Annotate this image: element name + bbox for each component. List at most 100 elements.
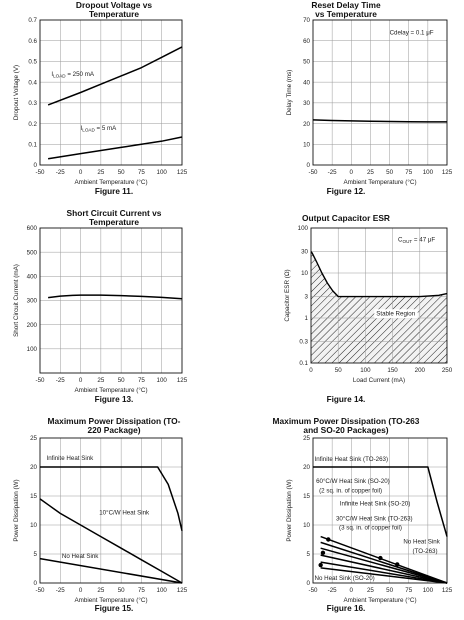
- x-tick-label: 75: [138, 587, 145, 594]
- y-tick-label: 60: [303, 38, 310, 45]
- x-tick-label: 125: [177, 587, 188, 594]
- annotation-label: No Heat Sink: [403, 539, 440, 546]
- y-axis-label: Power Dissipation (W): [286, 479, 293, 541]
- annotation-label: ILOAD = 5 mA: [81, 125, 118, 133]
- y-tick-label: 3: [305, 294, 309, 301]
- chart-svg: -50 -25 0 25 50 75 100 125 100 200 300 400 500 600 Amb…: [13, 225, 188, 394]
- series-line: [40, 466, 183, 531]
- annotation-label: No Heat Sink: [62, 553, 99, 560]
- y-tick-label: 0.3: [28, 100, 37, 107]
- x-axis-label: Ambient Temperature (°C): [343, 178, 416, 186]
- data-marker: [320, 550, 326, 556]
- y-tick-label: 1: [305, 315, 309, 322]
- plot-frame: [39, 19, 183, 166]
- x-tick-label: 100: [423, 169, 434, 176]
- figure-caption: Figure 11.: [94, 187, 134, 196]
- figure-12-panel: Reset Delay Time vs Temperature -50 -25 0 2…: [232, 0, 460, 200]
- annotation-label: Infinite Heat Sink (TO-263): [315, 456, 388, 463]
- x-tick-label: 50: [386, 587, 393, 594]
- chart-title: Dropout Voltage vs Temperature: [75, 0, 153, 19]
- annotation-label: 10°C/W Heat Sink: [99, 510, 150, 517]
- series-line: [310, 251, 448, 298]
- stable-region-fill: [311, 251, 447, 363]
- y-tick-label: 0: [34, 580, 38, 587]
- x-tick-label: 200: [415, 367, 426, 374]
- y-axis-label: Capacitor ESR (Ω): [284, 269, 291, 321]
- chart-title: Maximum Power Dissipation (TO-220 Packag…: [47, 416, 181, 435]
- plot-frame: [39, 227, 183, 374]
- series-line: [320, 567, 448, 584]
- x-tick-label: 150: [387, 367, 398, 374]
- y-tick-label: 30: [301, 249, 308, 256]
- x-tick-label: 125: [442, 169, 453, 176]
- y-tick-label: 30: [303, 100, 310, 107]
- plot-frame: [312, 437, 448, 584]
- series-line: [312, 119, 447, 123]
- y-tick-label: 400: [27, 274, 38, 281]
- chart-svg: -50 -25 0 25 50 75 100 125 0 5 10 15 20 25 Infinite He…: [13, 435, 188, 604]
- x-tick-label: -50: [36, 587, 46, 594]
- x-tick-label: 75: [138, 377, 145, 384]
- x-tick-label: 25: [97, 587, 104, 594]
- x-tick-label: 25: [97, 377, 104, 384]
- figure-14-panel: Output Capacitor ESR 0 50 100 150 200 250 0.1 0…: [232, 208, 460, 408]
- x-tick-label: 0: [309, 367, 313, 374]
- series-line: [313, 466, 448, 537]
- y-tick-label: 0: [34, 162, 38, 169]
- y-tick-label: 10: [303, 522, 310, 529]
- y-tick-label: 300: [27, 298, 38, 305]
- annotation-label: Stable Region: [376, 310, 415, 317]
- y-tick-label: 15: [303, 493, 310, 500]
- y-axis-label: Dropout Voltage (V): [13, 65, 20, 120]
- x-tick-label: -25: [328, 587, 338, 594]
- annotation-label: ILOAD = 250 mA: [51, 71, 94, 79]
- y-tick-label: 10: [30, 522, 37, 529]
- series-line: [320, 547, 448, 584]
- annotation-label: Cdelay = 0.1 μF: [390, 30, 434, 37]
- y-tick-label: 25: [30, 435, 37, 442]
- y-tick-label: 0.3: [299, 339, 308, 346]
- y-tick-label: 0: [307, 162, 311, 169]
- plot-frame: [39, 437, 183, 584]
- y-tick-label: 0: [307, 580, 311, 587]
- series-line: [48, 294, 183, 300]
- x-tick-label: 0: [350, 169, 354, 176]
- x-tick-label: 50: [118, 169, 125, 176]
- y-tick-label: 0.2: [28, 121, 37, 128]
- x-tick-label: 25: [367, 587, 374, 594]
- y-tick-label: 200: [27, 322, 38, 329]
- x-tick-label: 100: [360, 367, 371, 374]
- x-tick-label: 125: [177, 377, 188, 384]
- data-marker: [395, 562, 400, 567]
- annotation-label: (2 sq. in. of copper foil): [319, 488, 382, 495]
- x-tick-label: -50: [309, 169, 319, 176]
- data-marker: [326, 537, 331, 542]
- y-axis-label: Short Circuit Current (mA): [13, 264, 20, 337]
- annotation-label: Infinite Heat Sink (SO-20): [340, 500, 411, 507]
- x-tick-label: 25: [367, 169, 374, 176]
- chart-title: Reset Delay Time vs Temperature: [311, 0, 381, 19]
- chart-svg: -50 -25 0 25 50 75 100 125 0 0.1 0.2 0.3 0.4 0.5 0.6 0.…: [13, 17, 188, 186]
- series-line: [47, 136, 183, 160]
- x-axis-label: Load Current (mA): [353, 377, 405, 384]
- x-tick-label: 125: [442, 587, 453, 594]
- y-tick-label: 70: [303, 17, 310, 24]
- x-tick-label: -25: [56, 587, 66, 594]
- x-tick-label: 50: [118, 377, 125, 384]
- series-line: [320, 561, 448, 584]
- x-tick-label: -50: [309, 587, 319, 594]
- annotation-label: Infinite Heat Sink: [46, 455, 94, 462]
- annotation-label: 30°C/W Heat Sink (TO-263): [336, 515, 413, 522]
- x-tick-label: -25: [328, 169, 338, 176]
- y-tick-label: 40: [303, 79, 310, 86]
- chart-svg: 0 50 100 150 200 250 0.1 0.3 1 3 10 30 100 COUT = 47 …: [284, 225, 453, 384]
- series-line: [39, 557, 183, 584]
- figure-11-panel: Dropout Voltage vs Temperature -50 -25 0 25…: [0, 0, 228, 200]
- x-tick-label: 100: [157, 169, 168, 176]
- series-line: [47, 46, 183, 106]
- y-tick-label: 0.7: [28, 17, 37, 24]
- y-axis-label: Power Dissipation (W): [13, 479, 20, 541]
- series-line: [320, 541, 448, 584]
- x-tick-label: -25: [56, 169, 66, 176]
- x-tick-label: 0: [79, 169, 83, 176]
